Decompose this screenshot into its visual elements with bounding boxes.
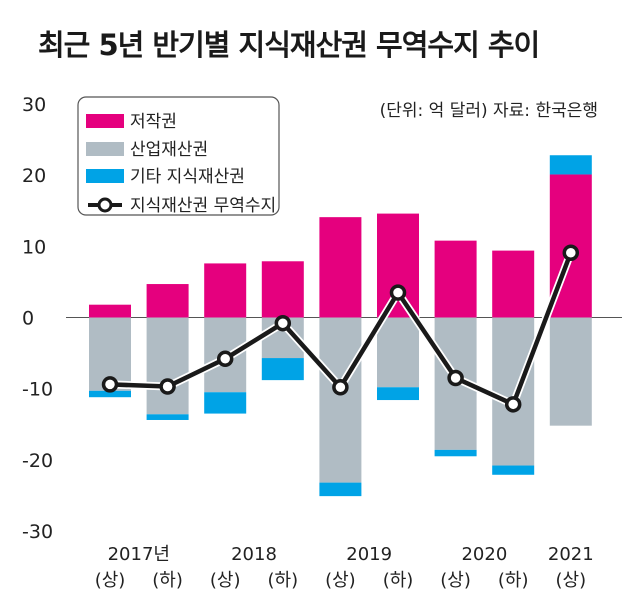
x-year-label: 2019 bbox=[346, 544, 392, 565]
bar-industrial bbox=[492, 317, 535, 466]
bar-industrial bbox=[319, 317, 362, 483]
bar-other bbox=[492, 465, 535, 475]
bar-other bbox=[261, 358, 304, 381]
y-tick-label: -20 bbox=[22, 450, 53, 472]
x-half-label: (하) bbox=[498, 570, 529, 591]
balance-point bbox=[101, 376, 119, 393]
balance-point bbox=[332, 378, 349, 396]
bar-other bbox=[319, 482, 362, 497]
x-half-label: (상) bbox=[325, 570, 356, 591]
bar-other bbox=[549, 155, 592, 175]
x-year-label: 2018 bbox=[231, 544, 277, 565]
bar-industrial bbox=[549, 317, 592, 426]
bar-copyright bbox=[434, 240, 477, 318]
legend-swatch bbox=[86, 169, 124, 183]
x-half-label: (하) bbox=[152, 570, 183, 591]
bar-other bbox=[89, 390, 131, 398]
x-half-label: (상) bbox=[210, 570, 241, 591]
legend bbox=[77, 96, 280, 216]
balance-point bbox=[562, 244, 580, 261]
legend-label: 기타 지식재산권 bbox=[130, 167, 245, 187]
bar-copyright bbox=[319, 217, 362, 318]
y-tick-label: 30 bbox=[22, 94, 46, 116]
y-tick-label: -30 bbox=[22, 521, 53, 543]
legend-line-marker bbox=[97, 197, 113, 213]
bar-other bbox=[146, 414, 189, 420]
balance-point bbox=[389, 284, 407, 301]
bar-industrial bbox=[146, 317, 189, 415]
unit-source-note: (단위: 억 달러) 자료: 한국은행 bbox=[380, 101, 598, 121]
x-half-label: (하) bbox=[383, 570, 414, 591]
bar-other bbox=[434, 449, 477, 457]
balance-point bbox=[216, 350, 234, 368]
balance-point bbox=[274, 314, 292, 332]
bar-copyright bbox=[261, 261, 304, 318]
bar-copyright bbox=[377, 213, 419, 318]
balance-point bbox=[504, 396, 522, 413]
bar-copyright bbox=[204, 263, 247, 318]
y-tick-label: -10 bbox=[22, 379, 53, 401]
legend-label: 지식재산권 무역수지 bbox=[130, 196, 276, 216]
x-half-label: (상) bbox=[555, 570, 586, 591]
x-half-label: (상) bbox=[440, 570, 471, 591]
y-tick-label: 0 bbox=[22, 308, 34, 330]
bar-copyright bbox=[146, 284, 189, 318]
bar-other bbox=[377, 387, 419, 401]
x-half-label: (상) bbox=[95, 570, 126, 591]
legend-label: 산업재산권 bbox=[130, 140, 208, 160]
x-year-label: 2021 bbox=[548, 544, 594, 565]
x-half-label: (하) bbox=[267, 570, 298, 591]
bar-other bbox=[204, 392, 247, 414]
legend-label: 저작권 bbox=[130, 112, 177, 132]
y-tick-label: 20 bbox=[22, 165, 46, 187]
balance-point bbox=[447, 369, 464, 387]
legend-swatch bbox=[86, 114, 124, 128]
bar-industrial bbox=[377, 317, 419, 388]
balance-point bbox=[159, 378, 176, 395]
legend-swatch bbox=[86, 142, 124, 156]
y-tick-label: 10 bbox=[22, 236, 46, 258]
bar-copyright bbox=[89, 304, 131, 318]
chart-title: 최근 5년 반기별 지식재산권 무역수지 추이 bbox=[38, 28, 540, 62]
bar-copyright bbox=[492, 250, 535, 318]
x-year-label: 2020 bbox=[461, 544, 507, 565]
x-year-label: 2017년 bbox=[108, 544, 170, 565]
